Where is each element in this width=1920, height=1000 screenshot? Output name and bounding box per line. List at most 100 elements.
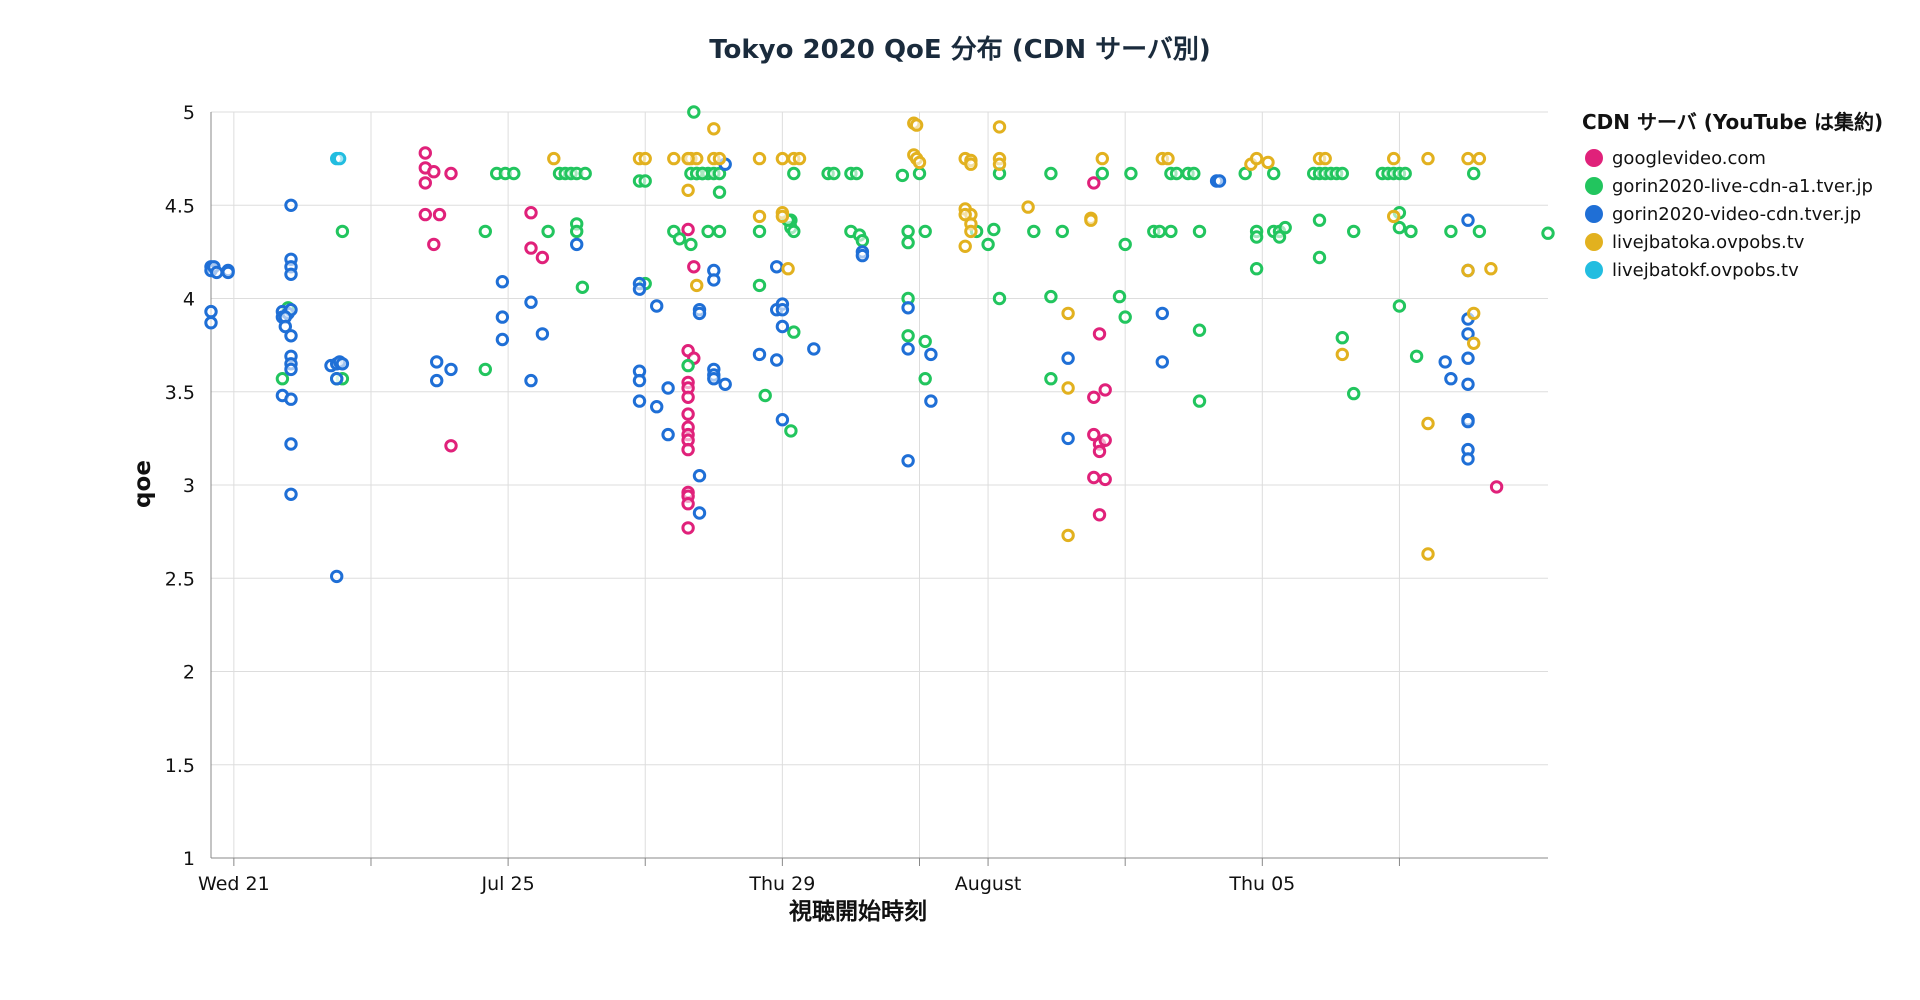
y-tick-label: 5 — [183, 102, 195, 124]
data-point — [681, 390, 695, 404]
data-point — [204, 316, 218, 330]
data-point — [752, 347, 767, 362]
x-tick-label: August — [955, 873, 1022, 895]
data-point — [1335, 166, 1350, 181]
data-point — [718, 377, 732, 391]
data-point — [707, 273, 721, 287]
legend: CDN サーバ (YouTube は集約) googlevideo.com gor… — [1582, 110, 1883, 281]
data-point — [1387, 151, 1401, 166]
data-point — [1212, 174, 1227, 188]
chart-title: Tokyo 2020 QoE 分布 (CDN サーバ別) — [709, 35, 1211, 65]
data-point — [1044, 289, 1058, 304]
data-point — [1092, 444, 1107, 459]
data-point — [712, 224, 727, 239]
data-point — [1392, 220, 1407, 235]
data-point — [987, 222, 1001, 237]
y-tick-label: 1 — [183, 848, 195, 870]
data-point — [681, 183, 695, 198]
data-point — [712, 151, 727, 166]
data-point — [901, 454, 915, 468]
data-point — [650, 299, 664, 313]
data-point — [1192, 394, 1207, 408]
data-point — [1061, 528, 1075, 543]
data-point — [1027, 224, 1041, 239]
data-point — [1061, 306, 1075, 321]
data-point — [775, 209, 790, 224]
data-point — [1461, 452, 1475, 466]
data-point — [1061, 351, 1075, 365]
data-point — [692, 469, 707, 483]
legend-label: livejbatokf.ovpobs.tv — [1612, 260, 1799, 281]
data-point — [787, 325, 801, 339]
series-1 — [275, 105, 1555, 438]
data-point — [707, 372, 721, 386]
y-tick-label: 4.5 — [165, 195, 195, 217]
data-point — [1092, 327, 1107, 341]
data-point — [849, 166, 864, 181]
data-point — [981, 237, 995, 252]
data-point — [1392, 299, 1407, 313]
data-point — [909, 118, 924, 132]
data-point — [1484, 262, 1498, 276]
data-point — [1124, 166, 1138, 181]
data-point — [1461, 327, 1475, 341]
data-point — [535, 250, 550, 265]
data-points — [204, 105, 1555, 584]
y-tick-label: 2 — [183, 662, 195, 684]
data-point — [1467, 336, 1481, 350]
data-point — [1249, 230, 1264, 244]
data-point — [1444, 224, 1458, 239]
data-point — [495, 275, 510, 289]
x-axis-title: 視聴開始時刻 — [788, 898, 927, 925]
data-point — [1061, 431, 1075, 446]
data-point — [1161, 151, 1175, 166]
data-point — [430, 355, 444, 369]
data-point — [275, 372, 290, 386]
data-point — [1347, 386, 1361, 401]
data-point — [1092, 508, 1107, 522]
data-point — [895, 168, 910, 183]
data-point — [1118, 237, 1132, 252]
data-point — [781, 262, 795, 276]
legend-swatch — [1585, 261, 1603, 279]
data-point — [912, 166, 927, 181]
data-point — [524, 241, 538, 255]
data-point — [1335, 347, 1350, 362]
data-point — [792, 151, 807, 166]
data-point — [681, 521, 695, 535]
data-point — [1044, 372, 1058, 386]
data-point — [1112, 289, 1127, 304]
data-point — [638, 151, 652, 166]
data-point — [1421, 547, 1435, 561]
data-point — [855, 248, 870, 263]
data-point — [330, 569, 344, 584]
data-point — [1155, 355, 1170, 369]
data-point — [284, 362, 298, 377]
data-point — [1421, 416, 1435, 431]
data-point — [1312, 213, 1327, 227]
data-point — [1164, 224, 1178, 239]
data-point — [775, 151, 790, 166]
data-point — [1541, 226, 1555, 240]
data-point — [1467, 166, 1481, 181]
data-point — [1438, 355, 1452, 369]
data-point — [1152, 224, 1167, 239]
data-point — [712, 166, 727, 181]
data-point — [684, 237, 698, 252]
data-point — [1472, 224, 1487, 239]
data-point — [1087, 427, 1101, 442]
series-4 — [330, 151, 347, 166]
data-point — [1489, 480, 1504, 494]
data-point — [924, 394, 938, 408]
data-point — [992, 120, 1007, 134]
data-point — [1098, 383, 1112, 397]
data-point — [1461, 377, 1475, 391]
series-0 — [418, 146, 1504, 535]
data-point — [284, 437, 298, 451]
data-point — [681, 497, 695, 511]
data-point — [278, 319, 292, 334]
legend-title: CDN サーバ (YouTube は集約) — [1582, 110, 1883, 134]
x-tick-label: Wed 21 — [198, 873, 270, 895]
data-point — [575, 280, 590, 294]
data-point — [827, 166, 841, 181]
